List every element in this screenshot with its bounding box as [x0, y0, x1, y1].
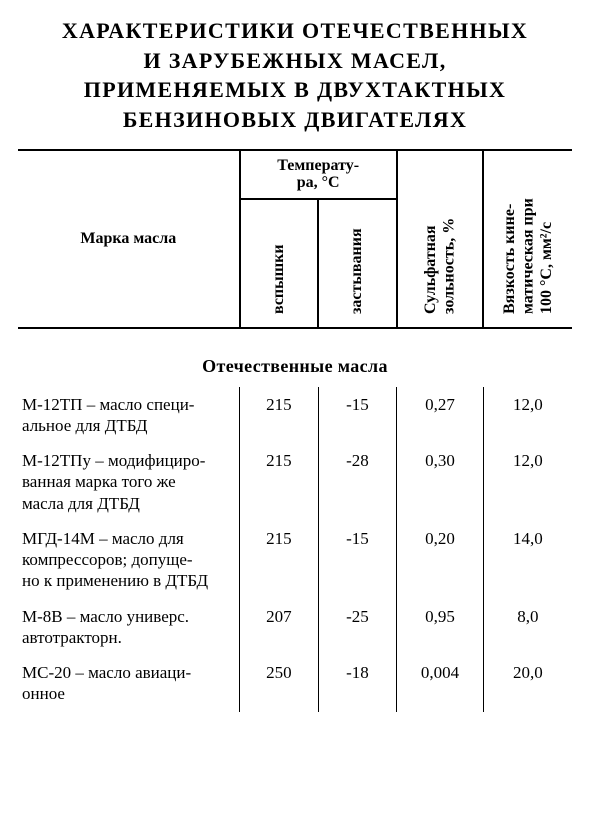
title-line: БЕНЗИНОВЫХ ДВИГАТЕЛЯХ: [18, 105, 572, 135]
cell-visc: 8,0: [483, 599, 572, 656]
cell-sulf: 0,30: [397, 443, 484, 521]
cell-visc: 12,0: [483, 443, 572, 521]
cell-sulf: 0,20: [397, 521, 484, 599]
col-pour-label: застывания: [348, 206, 366, 316]
cell-sulf: 0,004: [397, 655, 484, 712]
col-sulf-label: Сульфатнаязольность, %: [422, 176, 459, 316]
col-temp-group-label: Температу-ра, °C: [277, 157, 359, 192]
section-row: Отечественные масла: [18, 350, 572, 387]
table-row: М-8В – масло универс.автотракторн.207-25…: [18, 599, 572, 656]
col-temp-group: Температу-ра, °C: [240, 150, 397, 199]
table-row: МС-20 – масло авиаци-онное250-180,00420,…: [18, 655, 572, 712]
cell-name: МГД-14М – масло длякомпрессоров; допуще-…: [18, 521, 240, 599]
table-body: М-12ТП – масло специ-альное для ДТБД215-…: [18, 387, 572, 712]
table-row: МГД-14М – масло длякомпрессоров; допуще-…: [18, 521, 572, 599]
cell-name: М-12ТПу – модифициро-ванная марка того ж…: [18, 443, 240, 521]
table-row: М-12ТПу – модифициро-ванная марка того ж…: [18, 443, 572, 521]
cell-flash: 215: [240, 443, 319, 521]
cell-visc: 14,0: [483, 521, 572, 599]
cell-sulf: 0,95: [397, 599, 484, 656]
title-line: ХАРАКТЕРИСТИКИ ОТЕЧЕСТВЕННЫХ: [18, 16, 572, 46]
cell-pour: -25: [318, 599, 397, 656]
cell-name: МС-20 – масло авиаци-онное: [18, 655, 240, 712]
col-brand-label: Марка масла: [80, 230, 176, 247]
cell-pour: -28: [318, 443, 397, 521]
cell-pour: -15: [318, 521, 397, 599]
col-visc-label: Вязкость кине-матическая при100 °C, мм²/…: [501, 176, 556, 316]
cell-name: М-12ТП – масло специ-альное для ДТБД: [18, 387, 240, 444]
cell-flash: 215: [240, 521, 319, 599]
col-flash-label: вспышки: [270, 206, 288, 316]
section-title: Отечественные масла: [18, 350, 572, 387]
col-pour: застывания: [318, 199, 397, 328]
table-header: Марка масла Температу-ра, °C Сульфатнаяз…: [18, 150, 572, 328]
title-line: И ЗАРУБЕЖНЫХ МАСЕЛ,: [18, 46, 572, 76]
cell-pour: -18: [318, 655, 397, 712]
cell-visc: 12,0: [483, 387, 572, 444]
page: ХАРАКТЕРИСТИКИ ОТЕЧЕСТВЕННЫХ И ЗАРУБЕЖНЫ…: [0, 0, 590, 712]
col-sulf: Сульфатнаязольность, %: [397, 150, 484, 328]
cell-flash: 215: [240, 387, 319, 444]
page-title: ХАРАКТЕРИСТИКИ ОТЕЧЕСТВЕННЫХ И ЗАРУБЕЖНЫ…: [18, 16, 572, 135]
col-brand: Марка масла: [18, 150, 240, 328]
cell-flash: 250: [240, 655, 319, 712]
col-flash: вспышки: [240, 199, 319, 328]
cell-visc: 20,0: [483, 655, 572, 712]
cell-pour: -15: [318, 387, 397, 444]
cell-flash: 207: [240, 599, 319, 656]
cell-name: М-8В – масло универс.автотракторн.: [18, 599, 240, 656]
col-visc: Вязкость кине-матическая при100 °C, мм²/…: [483, 150, 572, 328]
title-line: ПРИМЕНЯЕМЫХ В ДВУХТАКТНЫХ: [18, 75, 572, 105]
oils-table: Марка масла Температу-ра, °C Сульфатнаяз…: [18, 149, 572, 712]
table-row: М-12ТП – масло специ-альное для ДТБД215-…: [18, 387, 572, 444]
cell-sulf: 0,27: [397, 387, 484, 444]
